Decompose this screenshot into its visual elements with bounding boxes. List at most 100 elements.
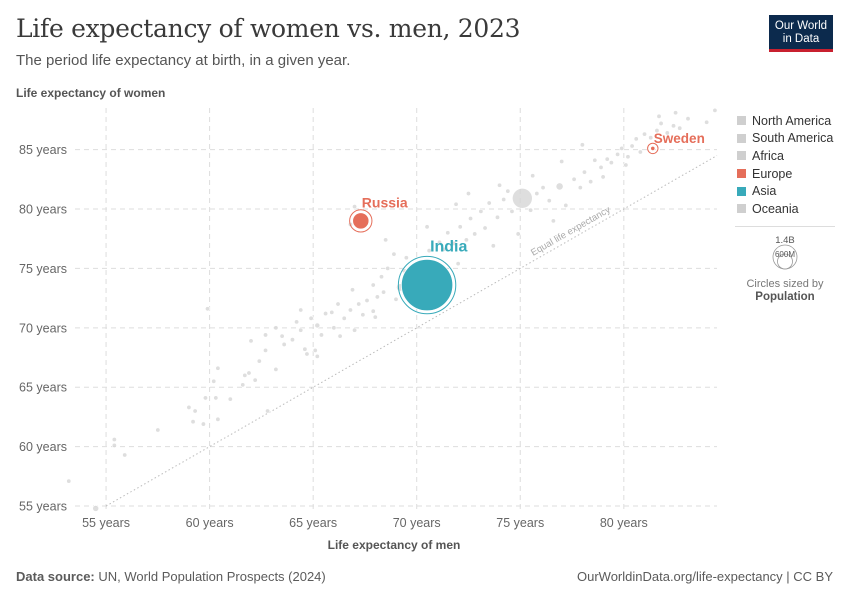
- data-point[interactable]: [534, 191, 540, 197]
- data-point[interactable]: [370, 308, 376, 314]
- data-point[interactable]: [530, 173, 536, 179]
- data-point[interactable]: [364, 297, 370, 303]
- point-russia[interactable]: [352, 212, 370, 230]
- data-point[interactable]: [563, 202, 569, 208]
- data-point[interactable]: [318, 332, 324, 338]
- data-point[interactable]: [577, 185, 583, 191]
- data-point[interactable]: [248, 338, 254, 344]
- data-point[interactable]: [314, 353, 320, 359]
- data-point[interactable]: [347, 307, 353, 313]
- data-point[interactable]: [619, 145, 625, 151]
- data-point[interactable]: [656, 113, 662, 119]
- data-point[interactable]: [265, 408, 271, 414]
- data-point[interactable]: [111, 437, 117, 443]
- data-point[interactable]: [200, 421, 206, 427]
- data-point[interactable]: [424, 224, 430, 230]
- data-point[interactable]: [263, 347, 269, 353]
- legend-item-south-america[interactable]: South America: [737, 130, 833, 148]
- data-point[interactable]: [331, 325, 337, 331]
- data-point[interactable]: [581, 169, 587, 175]
- data-point[interactable]: [352, 204, 358, 210]
- data-point[interactable]: [302, 346, 308, 352]
- data-point[interactable]: [704, 119, 710, 125]
- data-point[interactable]: [314, 322, 321, 329]
- data-point[interactable]: [391, 251, 397, 257]
- data-point[interactable]: [312, 347, 318, 353]
- data-point[interactable]: [685, 116, 691, 122]
- data-point[interactable]: [579, 142, 585, 148]
- data-point[interactable]: [637, 149, 643, 155]
- point-sweden[interactable]: [650, 145, 656, 152]
- data-point[interactable]: [426, 248, 432, 254]
- data-point[interactable]: [252, 377, 258, 383]
- data-point[interactable]: [528, 207, 534, 213]
- data-point[interactable]: [360, 312, 366, 318]
- data-point[interactable]: [385, 265, 391, 271]
- data-point[interactable]: [240, 382, 246, 388]
- data-point[interactable]: [190, 419, 196, 425]
- data-point[interactable]: [451, 240, 457, 246]
- data-point[interactable]: [155, 427, 161, 433]
- data-point[interactable]: [374, 294, 380, 300]
- data-point[interactable]: [604, 156, 610, 162]
- data-point[interactable]: [370, 282, 376, 288]
- data-point[interactable]: [186, 404, 192, 410]
- data-point[interactable]: [213, 395, 219, 401]
- data-point[interactable]: [671, 123, 677, 129]
- data-point[interactable]: [279, 333, 285, 339]
- data-point[interactable]: [215, 365, 221, 371]
- data-point[interactable]: [205, 306, 211, 312]
- data-point[interactable]: [501, 196, 507, 202]
- data-point[interactable]: [211, 378, 217, 384]
- data-point[interactable]: [393, 296, 399, 302]
- data-point[interactable]: [490, 243, 496, 249]
- legend-item-europe[interactable]: Europe: [737, 165, 833, 183]
- data-point[interactable]: [294, 319, 300, 325]
- data-point[interactable]: [654, 128, 660, 134]
- data-point[interactable]: [540, 185, 546, 191]
- legend-item-north-america[interactable]: North America: [737, 112, 833, 130]
- data-point[interactable]: [337, 333, 343, 339]
- data-point[interactable]: [215, 416, 221, 422]
- legend-item-africa[interactable]: Africa: [737, 147, 833, 165]
- data-point[interactable]: [341, 315, 347, 321]
- data-point[interactable]: [298, 307, 304, 313]
- data-point[interactable]: [550, 218, 556, 224]
- data-point[interactable]: [192, 408, 198, 414]
- point-india[interactable]: [400, 258, 454, 312]
- data-point[interactable]: [308, 315, 314, 321]
- data-point[interactable]: [633, 136, 639, 142]
- data-point[interactable]: [642, 131, 648, 137]
- legend-item-oceania[interactable]: Oceania: [737, 200, 833, 218]
- data-point[interactable]: [673, 110, 679, 116]
- data-point[interactable]: [289, 337, 295, 343]
- data-point[interactable]: [625, 154, 631, 160]
- data-point[interactable]: [608, 160, 614, 166]
- data-point[interactable]: [111, 442, 117, 448]
- data-point[interactable]: [629, 143, 635, 149]
- data-point[interactable]: [445, 230, 451, 236]
- data-point[interactable]: [92, 505, 100, 512]
- data-point[interactable]: [256, 358, 262, 364]
- data-point[interactable]: [623, 162, 629, 168]
- data-point[interactable]: [323, 311, 329, 317]
- data-point[interactable]: [455, 261, 461, 267]
- data-point[interactable]: [298, 327, 304, 333]
- data-point[interactable]: [335, 301, 341, 307]
- data-point[interactable]: [273, 325, 279, 331]
- data-point[interactable]: [453, 201, 459, 207]
- data-point[interactable]: [383, 237, 389, 243]
- data-point[interactable]: [273, 366, 279, 372]
- data-point[interactable]: [246, 370, 252, 376]
- data-point[interactable]: [505, 188, 511, 194]
- data-point[interactable]: [465, 191, 471, 197]
- data-point[interactable]: [457, 224, 463, 230]
- data-point[interactable]: [588, 179, 594, 185]
- data-point[interactable]: [352, 327, 358, 333]
- data-point[interactable]: [281, 341, 287, 347]
- data-point[interactable]: [263, 332, 269, 338]
- data-point[interactable]: [664, 130, 670, 136]
- data-point[interactable]: [509, 208, 515, 214]
- data-point[interactable]: [356, 301, 362, 307]
- data-point[interactable]: [598, 164, 604, 170]
